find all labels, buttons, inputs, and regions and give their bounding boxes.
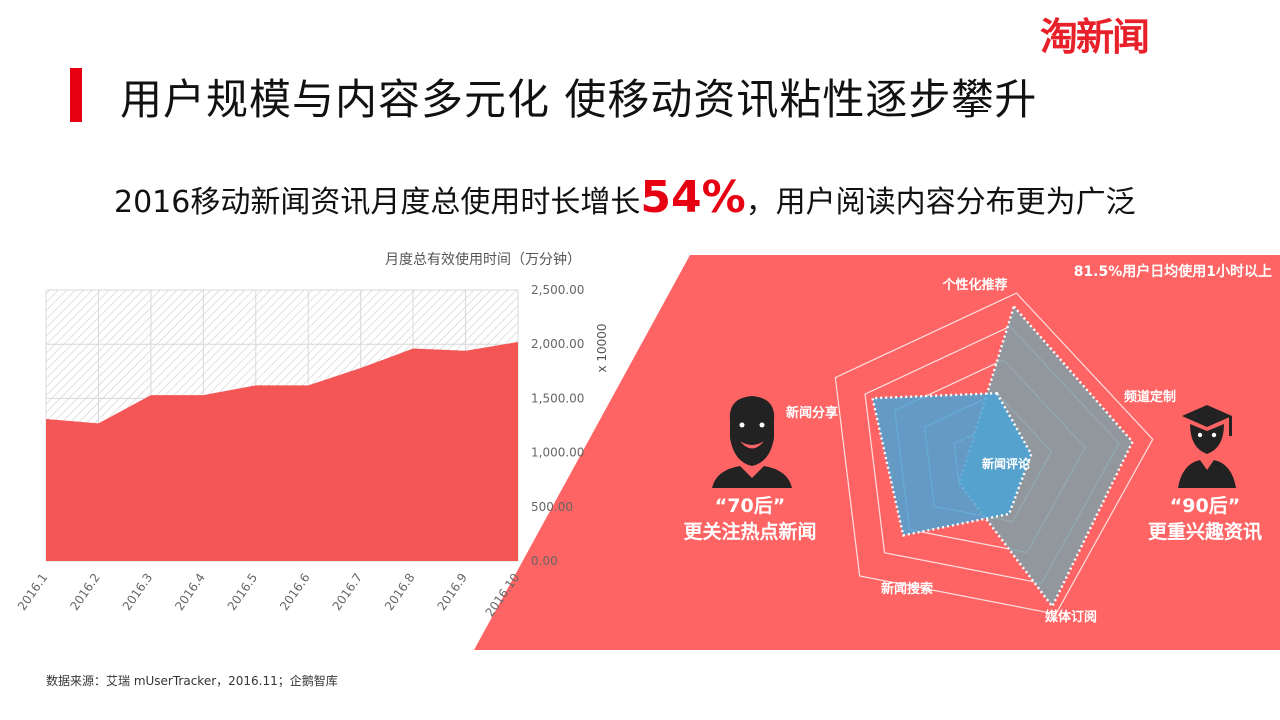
younger-user-caption: “90后” 更重兴趣资讯	[1130, 493, 1280, 545]
radar-axis-label: 新闻分享	[786, 405, 838, 421]
usage-stat: 81.5%用户日均使用1小时以上	[1074, 263, 1272, 280]
area-y-ticks: 2,500.00 2,000.00 1,500.00 1,000.00 500.00 0.…	[531, 283, 584, 568]
brand-logo: 淘新闻	[1040, 15, 1150, 59]
subtitle-highlight: 54%	[640, 172, 746, 223]
y-tick-label: 2,500.00	[531, 283, 584, 297]
younger-user-line1: “90后”	[1169, 495, 1241, 517]
radar-axis-label: 媒体订阅	[1045, 609, 1097, 625]
radar-axis-label: 频道定制	[1124, 389, 1176, 405]
y-tick-label: 2,000.00	[531, 337, 584, 351]
title-accent-bar	[70, 68, 82, 122]
page-subtitle: 2016移动新闻资讯月度总使用时长增长54%，用户阅读内容分布更为广泛	[114, 172, 1136, 223]
radar-center-label: 新闻评论	[982, 456, 1031, 471]
older-user-caption: “70后” 更关注热点新闻	[670, 493, 830, 545]
area-marks	[45, 342, 519, 561]
radar-axis-label: 个性化推荐	[941, 277, 1007, 293]
subtitle-suffix: ，用户阅读内容分布更为广泛	[745, 185, 1136, 220]
area-series	[46, 342, 518, 561]
y-tick-label: 1,500.00	[531, 391, 584, 405]
graduate-user-icon	[1178, 405, 1236, 488]
page-title: 用户规模与内容多元化 使移动资讯粘性逐步攀升	[120, 75, 1038, 124]
radar-series-2	[870, 391, 1033, 537]
radar-ring	[834, 292, 1154, 615]
radar-series	[870, 303, 1134, 609]
y-tick-label: 1,000.00	[531, 446, 584, 460]
y-unit-label: x 10000	[595, 323, 609, 372]
area-chart-title: 月度总有效使用时间（万分钟）	[385, 252, 581, 268]
y-tick-label: 0.00	[531, 554, 558, 568]
older-user-line2: 更关注热点新闻	[683, 521, 817, 543]
older-user-icon	[712, 396, 792, 488]
younger-user-line2: 更重兴趣资讯	[1147, 521, 1262, 543]
older-user-line1: “70后”	[714, 495, 786, 517]
subtitle-prefix: 2016移动新闻资讯月度总使用时长增长	[114, 185, 641, 220]
y-tick-label: 500.00	[531, 500, 573, 514]
radar-axis-label: 新闻搜索	[881, 581, 933, 597]
data-source-note: 数据来源：艾瑞 mUserTracker，2016.11；企鹅智库	[46, 674, 338, 688]
